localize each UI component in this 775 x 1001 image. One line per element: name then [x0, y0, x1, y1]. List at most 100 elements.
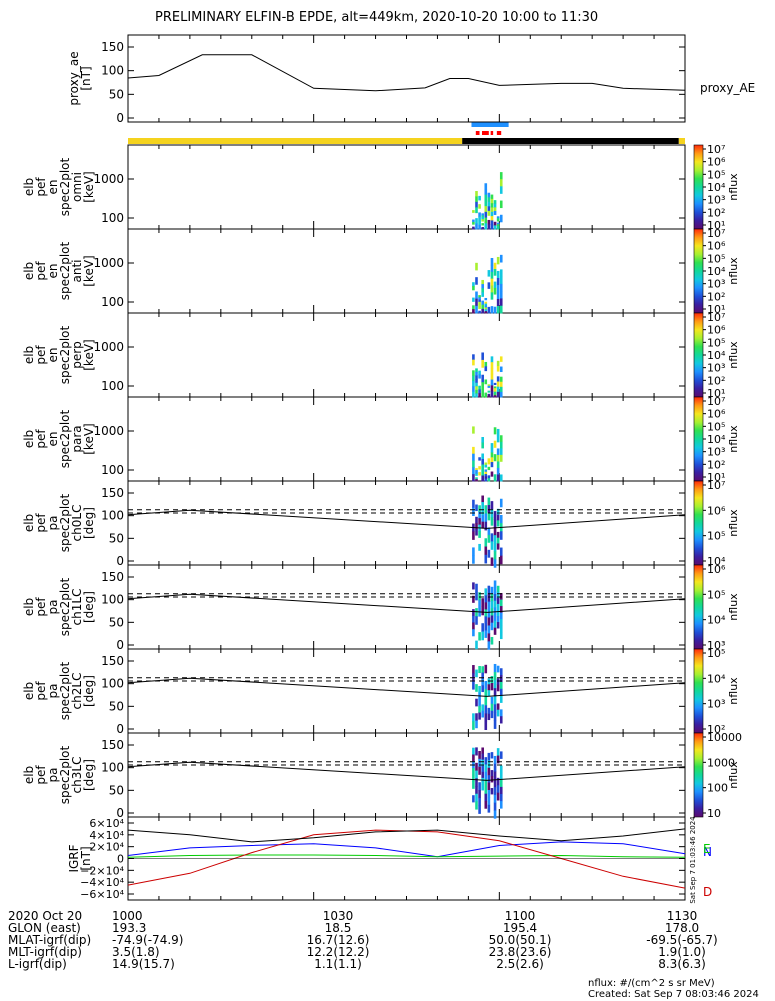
spectrogram-cell [493, 306, 497, 314]
cbar-tick-label: 10⁵ [707, 530, 725, 543]
plot-title: PRELIMINARY ELFIN-B EPDE, alt=449km, 202… [155, 10, 599, 25]
spectrogram-cell [481, 352, 484, 361]
spectrogram-cell [487, 385, 491, 388]
spectrogram-cell [499, 269, 503, 278]
cbar-label: nflux [727, 341, 740, 369]
spectrogram-cell [499, 695, 503, 703]
spectrogram-cell [472, 721, 475, 730]
spectrogram-cell [490, 216, 494, 221]
ytick-label: 1000 [93, 340, 124, 354]
spectrogram-cell [478, 797, 481, 807]
spectrogram-cell [484, 188, 488, 196]
spectrogram-cell [472, 555, 475, 564]
footer-cell: 12.2(12.2) [306, 945, 370, 959]
cbar-tick-label: 1000 [707, 756, 735, 769]
spectrogram-cell [478, 389, 481, 394]
spectrogram-cell [478, 195, 481, 201]
spectrogram-cell [484, 771, 488, 780]
footer-cell: 1100 [504, 909, 536, 923]
ylabel-ch2LC: pa [46, 684, 60, 699]
spectrogram-cell [490, 788, 494, 795]
spectrogram-cell [475, 368, 478, 373]
created-stamp: Created: Sat Sep 7 08:03:46 2024 [588, 989, 759, 1000]
spectrogram-cell [499, 200, 503, 209]
spectrogram-cell [487, 390, 491, 393]
spectrogram-cell [493, 600, 497, 608]
ylabel-para: pef [34, 429, 48, 449]
cbar-tick-label: 10000 [707, 731, 742, 744]
spectrogram-cell [475, 793, 478, 802]
spectrogram-cell [484, 588, 488, 596]
footer-cell: 50.0(50.1) [488, 933, 552, 947]
spectrogram-cell [496, 454, 500, 462]
spectrogram-cell [499, 668, 503, 676]
spectrogram-cell [493, 225, 497, 230]
ylabel-ch0LC: [deg] [82, 507, 96, 539]
ylabel-perp: spec2plot [58, 325, 72, 384]
spectrogram-cell [475, 291, 478, 300]
colorbar-ch3LC [693, 732, 704, 818]
ylabel-perp: en [46, 348, 60, 363]
spectrogram-cell [490, 457, 494, 463]
spectrogram-cell [487, 690, 491, 697]
spectrogram-cell [484, 609, 488, 617]
spectrogram-cell [472, 446, 475, 455]
spectrogram-cell [472, 210, 475, 213]
spectrogram-cell [481, 521, 484, 529]
ytick-label: 100 [101, 64, 124, 78]
spectrogram-cell [481, 442, 484, 449]
ylabel-ch0LC: pef [34, 513, 48, 533]
spectrogram-cell [481, 464, 484, 471]
spectrogram-cell [499, 709, 503, 717]
spectrogram-cell [475, 713, 478, 721]
spectrogram-cell [484, 311, 488, 314]
spectrogram-cell [487, 393, 491, 396]
spectrogram-cell [487, 625, 491, 634]
ytick-label: 100 [101, 463, 124, 477]
spectrogram-cell [490, 557, 494, 566]
spectrogram-cell [481, 389, 484, 398]
spectrogram-cell [481, 213, 484, 216]
spectrogram-cell [493, 672, 497, 681]
spectrogram-cell [472, 595, 475, 603]
cbar-tick-label: 10⁵ [707, 588, 725, 601]
spectrogram-cell [484, 200, 488, 207]
spectrogram-cell [493, 620, 497, 629]
spectrogram-cell [472, 286, 475, 291]
spectrogram-cell [490, 220, 494, 226]
spectrogram-cell [481, 300, 484, 306]
spectrogram-cell [493, 704, 497, 713]
spectrogram-cell [487, 512, 491, 521]
ylabel-omni: omni [70, 172, 84, 202]
igrf-line-D [127, 829, 686, 889]
spectrogram-cell [478, 782, 481, 791]
ytick-label: 100 [101, 677, 124, 691]
ylabel-ch0LC: spec2plot [58, 493, 72, 552]
footer-cell: -69.5(-65.7) [646, 933, 718, 947]
footer-row-label: L-igrf(dip) [8, 957, 67, 971]
spectrogram-cell [484, 366, 488, 372]
spectrogram-cell [496, 785, 500, 794]
spectrogram-cell [472, 795, 475, 803]
spectrogram-cell [496, 514, 500, 521]
footer-cell: 1000 [112, 909, 143, 923]
cbar-tick-label: 100 [707, 782, 728, 795]
ylabel-ch1LC: [deg] [82, 591, 96, 623]
spectrogram-cell [481, 672, 484, 680]
footer-row-label: MLAT-igrf(dip) [8, 933, 92, 947]
spectrogram-cell [481, 685, 484, 693]
ylabel-ch3LC: spec2plot [58, 745, 72, 804]
spectrogram-cell [484, 392, 488, 398]
ytick-label: 50 [109, 699, 124, 713]
spectrogram-cell [487, 609, 491, 618]
ytick-label: 150 [101, 40, 124, 54]
spectrogram-cell [490, 271, 494, 280]
spectrogram-cell [484, 301, 488, 305]
spectrogram-cell [496, 678, 500, 685]
spectrogram-cell [490, 636, 494, 645]
spectrogram-cell [481, 747, 484, 754]
spectrogram-cell [475, 778, 478, 787]
ytick-label: 0 [116, 638, 124, 652]
spectrogram-cell [487, 760, 491, 769]
spectrogram-cell [484, 206, 488, 213]
